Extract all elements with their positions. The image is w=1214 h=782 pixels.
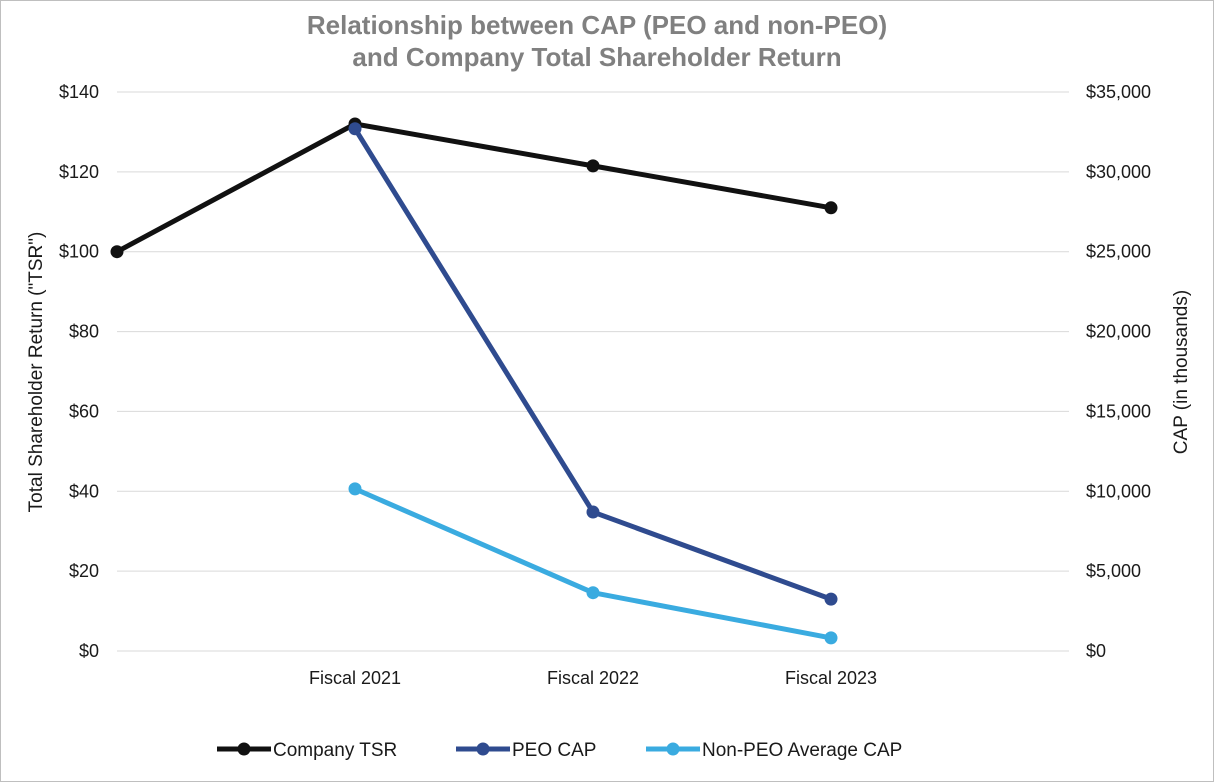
x-tick-label: Fiscal 2022 <box>547 668 639 688</box>
legend-marker <box>666 742 680 756</box>
right-tick-label: $25,000 <box>1086 242 1151 262</box>
left-tick-label: $140 <box>59 82 99 102</box>
left-tick-label: $40 <box>69 481 99 501</box>
series-company-tsr <box>110 117 838 259</box>
data-point-peo-cap <box>824 592 838 606</box>
data-point-non-peo-average-cap <box>348 482 362 496</box>
chart-title-line-2: and Company Total Shareholder Return <box>352 42 842 72</box>
chart-title-line-1: Relationship between CAP (PEO and non-PE… <box>306 10 888 40</box>
right-axis-ticks: $0 $5,000 $10,000 $15,000 $20,000 $25,000 $30,… <box>1086 82 1151 661</box>
legend-label: Company TSR <box>273 740 397 761</box>
chart-title: Relationship between CAP (PEO and non-PE… <box>1 9 1193 73</box>
right-tick-label: $15,000 <box>1086 401 1151 421</box>
left-axis-ticks: $0 $20 $40 $60 $80 $100 $120 $140 <box>59 82 99 661</box>
series-layer <box>110 117 838 645</box>
right-tick-label: $30,000 <box>1086 162 1151 182</box>
legend-label: PEO CAP <box>512 740 596 761</box>
right-tick-label: $20,000 <box>1086 322 1151 342</box>
legend: Company TSR PEO CAP Non-PEO Average CAP <box>217 740 902 761</box>
series-line-company-tsr <box>115 121 832 254</box>
data-point-peo-cap <box>348 122 362 136</box>
data-point-non-peo-average-cap <box>586 586 600 600</box>
left-tick-label: $60 <box>69 401 99 421</box>
right-tick-label: $0 <box>1086 641 1106 661</box>
data-point-peo-cap <box>586 505 600 519</box>
x-tick-label: Fiscal 2021 <box>309 668 401 688</box>
series-line-peo-cap <box>352 127 832 602</box>
left-axis-title: Total Shareholder Return ("TSR") <box>26 232 47 513</box>
legend-marker <box>237 742 251 756</box>
right-tick-label: $5,000 <box>1086 561 1141 581</box>
data-point-non-peo-average-cap <box>824 631 838 645</box>
series-peo-cap <box>348 122 838 606</box>
series-non-peo-average-cap <box>348 482 838 645</box>
left-tick-label: $0 <box>79 641 99 661</box>
legend-label: Non-PEO Average CAP <box>702 740 902 761</box>
legend-item-company-tsr: Company TSR <box>217 740 397 761</box>
right-tick-label: $35,000 <box>1086 82 1151 102</box>
legend-marker <box>476 742 490 756</box>
right-axis-title: CAP (in thousands) <box>1171 290 1192 454</box>
legend-item-peo-cap: PEO CAP <box>456 740 596 761</box>
x-tick-label: Fiscal 2023 <box>785 668 877 688</box>
legend-item-non-peo-average-cap: Non-PEO Average CAP <box>646 740 902 761</box>
left-tick-label: $20 <box>69 561 99 581</box>
x-axis-ticks: Fiscal 2021 Fiscal 2022 Fiscal 2023 <box>309 668 877 688</box>
left-tick-label: $80 <box>69 322 99 342</box>
data-point-company-tsr <box>586 159 600 173</box>
left-tick-label: $100 <box>59 242 99 262</box>
right-tick-label: $10,000 <box>1086 481 1151 501</box>
left-tick-label: $120 <box>59 162 99 182</box>
data-point-company-tsr <box>824 201 838 215</box>
data-point-company-tsr <box>110 245 124 259</box>
